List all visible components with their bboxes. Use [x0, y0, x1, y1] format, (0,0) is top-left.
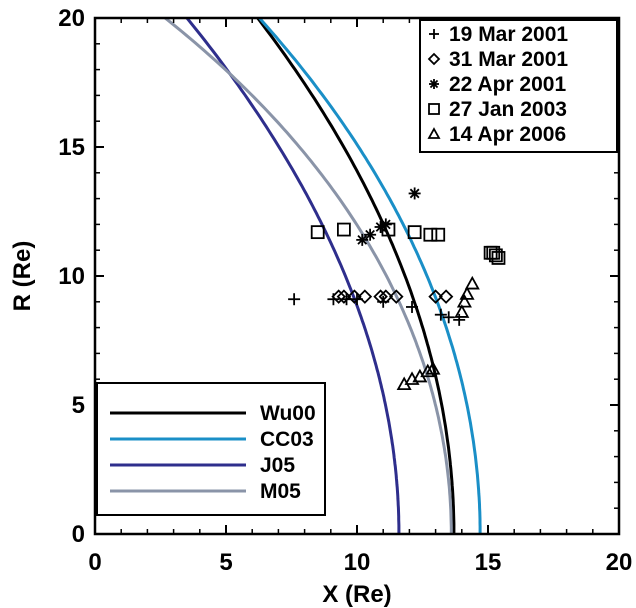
x-tick-label: 0 [88, 549, 101, 576]
line-legend: Wu00 CC03 J05 M05 [96, 382, 326, 516]
marker-square [488, 248, 503, 263]
marker-diamond [389, 289, 404, 304]
y-tick-label: 20 [58, 5, 85, 32]
marker-triangle [425, 361, 441, 375]
marker-diamond [373, 289, 388, 304]
curve-wu00 [255, 18, 456, 534]
marker-square [423, 227, 438, 242]
curves-layer [162, 18, 482, 534]
marker-plus [288, 293, 301, 306]
y-tick-label: 0 [72, 521, 85, 548]
line-legend-label: CC03 [260, 428, 314, 451]
marker-diamond [336, 289, 352, 304]
marker-square [381, 222, 396, 237]
line-legend-label: Wu00 [260, 402, 316, 425]
marker-triangle [456, 293, 472, 308]
marker-square [491, 251, 506, 265]
line-legend-label: J05 [260, 454, 295, 477]
x-tick-label: 20 [606, 549, 633, 576]
x-tick-label: 10 [344, 549, 371, 576]
marker-asterisk [356, 233, 369, 246]
marker-plus [434, 308, 447, 321]
line-legend-label: M05 [260, 480, 301, 503]
marker-square [431, 227, 446, 242]
x-tick-label: 15 [475, 549, 502, 576]
marker-diamond [428, 289, 443, 304]
marker-legend-box [419, 19, 618, 153]
marker-triangle [454, 304, 470, 318]
marker-square [310, 225, 325, 240]
marker-plus [442, 311, 455, 324]
marker-plus [406, 300, 419, 313]
y-tick-label: 10 [58, 263, 85, 290]
marker-legend-symbol [429, 79, 439, 89]
marker-plus [453, 313, 466, 326]
marker-square [407, 225, 422, 240]
marker-square [336, 222, 351, 237]
marker-triangle [459, 286, 475, 300]
marker-legend-label: 22 Apr 2001 [449, 73, 566, 96]
line-legend-box [96, 382, 326, 516]
marker-legend-label: 19 Mar 2001 [449, 23, 568, 46]
marker-legend-label: 27 Jan 2003 [449, 98, 567, 121]
markers-layer [288, 187, 506, 391]
marker-diamond [357, 289, 373, 304]
marker-diamond [378, 289, 394, 304]
marker-triangle [464, 275, 480, 290]
marker-legend-symbol [427, 127, 441, 139]
marker-triangle [420, 363, 436, 378]
y-axis-label: R (Re) [9, 241, 36, 312]
marker-legend-label: 31 Mar 2001 [449, 48, 568, 71]
x-tick-label: 5 [219, 549, 232, 576]
marker-asterisk [408, 187, 421, 200]
curve-m05 [162, 18, 453, 534]
y-tick-label: 15 [58, 134, 85, 161]
marker-legend-symbol [427, 52, 441, 66]
marker-legend-symbol [428, 103, 440, 115]
marker-diamond [331, 289, 346, 304]
marker-legend-label: 14 Apr 2006 [449, 123, 566, 146]
marker-asterisk [364, 228, 377, 241]
marker-diamond [347, 289, 362, 304]
y-tick-label: 5 [72, 392, 85, 419]
marker-legend-symbol [429, 29, 439, 39]
x-axis-label: X (Re) [322, 581, 391, 608]
marker-diamond [438, 289, 454, 304]
curve-j05 [185, 18, 401, 534]
curve-cc03 [257, 18, 482, 534]
